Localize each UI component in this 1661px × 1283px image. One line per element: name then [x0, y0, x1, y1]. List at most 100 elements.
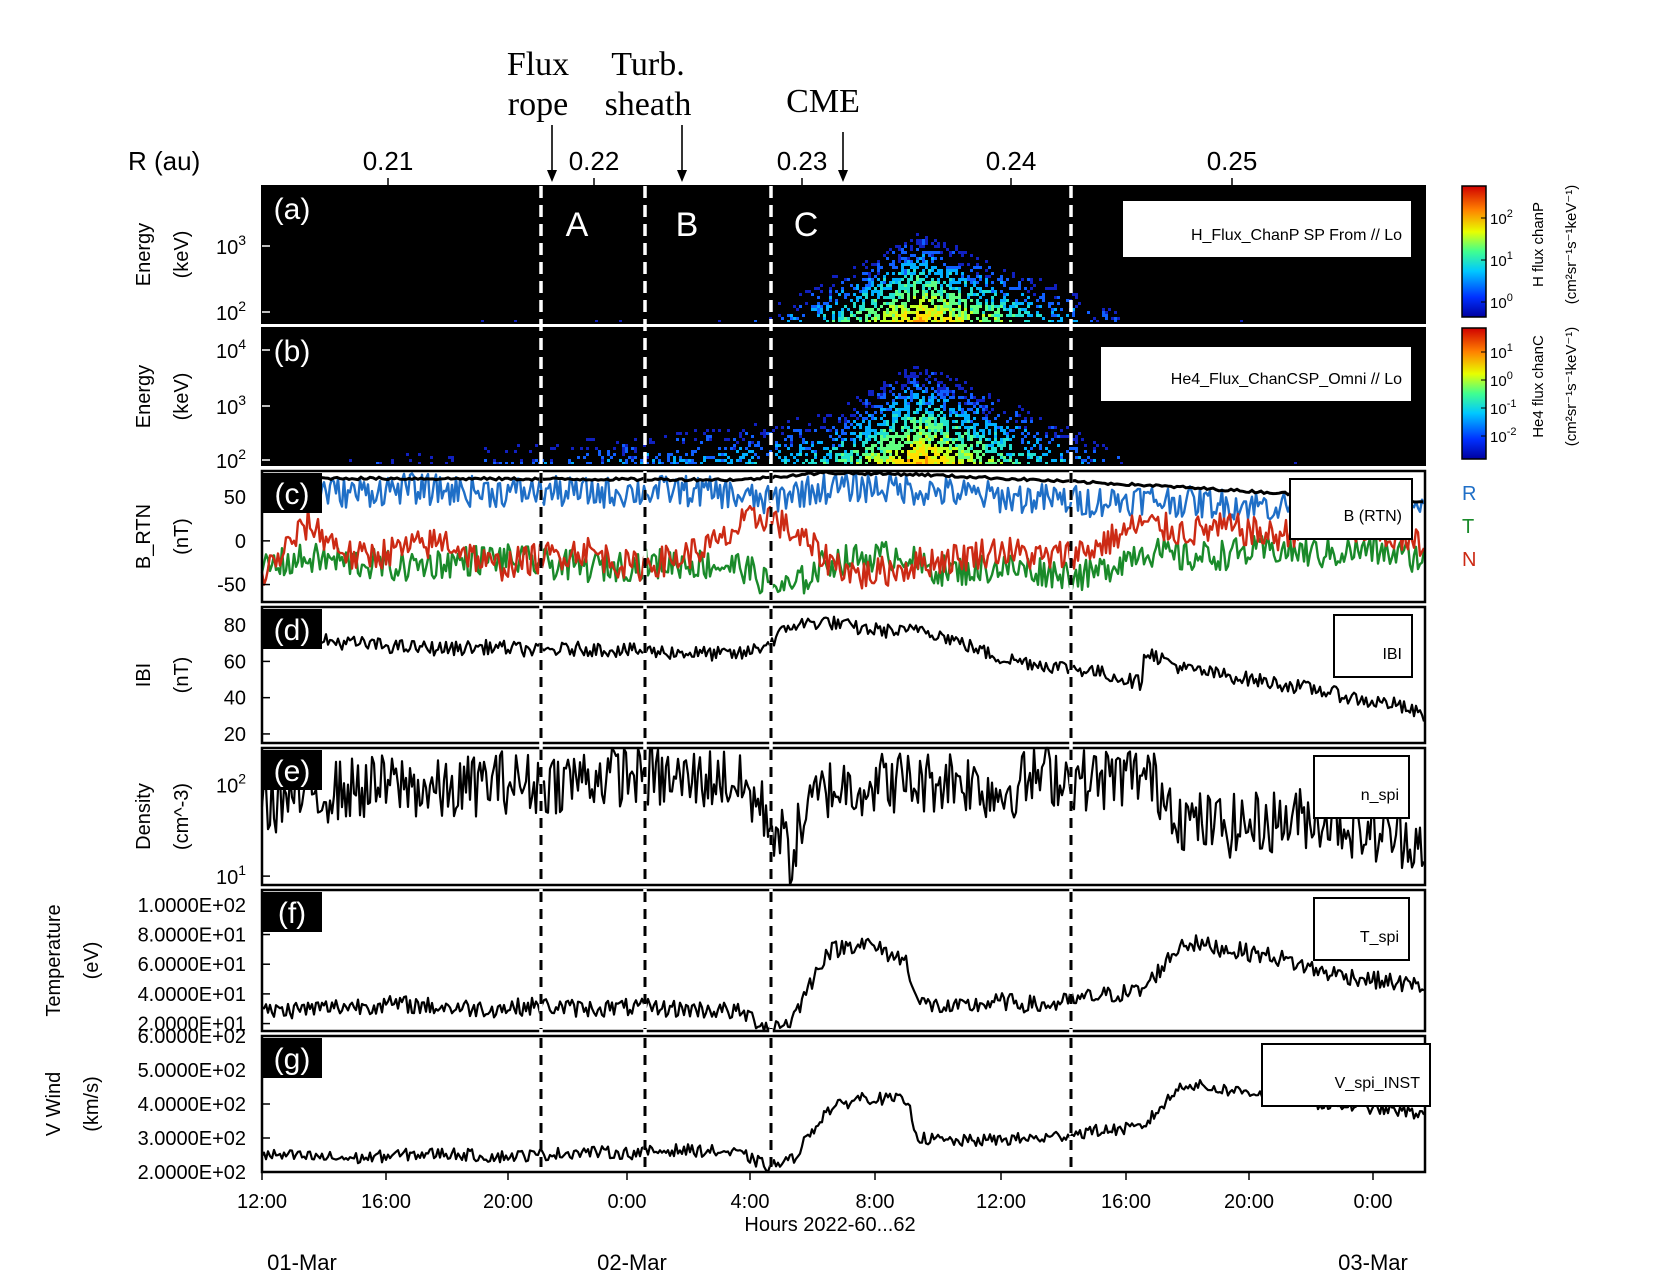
spectrogram-cell — [919, 405, 922, 408]
spectrogram-cell — [955, 444, 958, 447]
panel-tag-bg — [262, 188, 322, 228]
spectrogram-cell — [883, 320, 886, 323]
spectrogram-cell — [529, 450, 532, 453]
spectrogram-cell — [895, 290, 898, 293]
spectrogram-cell — [982, 314, 985, 317]
spectrogram-cell — [979, 429, 982, 432]
spectrogram-cell — [862, 272, 865, 275]
spectrogram-cell — [937, 251, 940, 254]
spectrogram-cell — [1075, 441, 1078, 444]
legend-text: T_spi — [1360, 929, 1399, 946]
spectrogram-cell — [931, 426, 934, 429]
spectrogram-cell — [928, 402, 931, 405]
spectrogram-cell — [1006, 432, 1009, 435]
spectrogram-cell — [928, 317, 931, 320]
spectrogram-cell — [904, 405, 907, 408]
spectrogram-cell — [709, 435, 712, 438]
spectrogram-cell — [1039, 447, 1042, 450]
spectrogram-cell — [799, 453, 802, 456]
spectrogram-cell — [970, 305, 973, 308]
spectrogram-cell — [1030, 447, 1033, 450]
spectrogram-cell — [1000, 320, 1003, 323]
spectrogram-cell — [925, 423, 928, 426]
spectrogram-cell — [892, 441, 895, 444]
spectrogram-cell — [925, 236, 928, 239]
spectrogram-cell — [532, 459, 535, 462]
spectrogram-cell — [1024, 435, 1027, 438]
x-axis-label: Hours 2022-60...62 — [744, 1214, 915, 1236]
spectrogram-cell — [976, 317, 979, 320]
spectrogram-cell — [865, 260, 868, 263]
spectrogram-cell — [784, 462, 787, 465]
spectrogram-cell — [880, 387, 883, 390]
spectrogram-cell — [991, 314, 994, 317]
spectrogram-cell — [988, 314, 991, 317]
spectrogram-cell — [916, 257, 919, 260]
legend-text: V_spi_INST — [1335, 1075, 1421, 1092]
spectrogram-cell — [892, 417, 895, 420]
spectrogram-cell — [829, 287, 832, 290]
spectrogram-cell — [856, 317, 859, 320]
spectrogram-cell — [994, 432, 997, 435]
spectrogram-cells — [481, 233, 1243, 323]
series-line-magnitude — [261, 470, 1424, 504]
spectrogram-cell — [808, 462, 811, 465]
spectrogram-cell — [964, 305, 967, 308]
spectrogram-cell — [835, 290, 838, 293]
spectrogram-cell — [970, 278, 973, 281]
spectrogram-cell — [943, 405, 946, 408]
spectrogram-cell — [682, 459, 685, 462]
spectrogram-cell — [979, 435, 982, 438]
spectrogram-cell — [946, 375, 949, 378]
spectrogram-cell — [1045, 447, 1048, 450]
spectrogram-cell — [877, 423, 880, 426]
spectrogram-cell — [1006, 314, 1009, 317]
spectrogram-cell — [775, 441, 778, 444]
spectrogram-cell — [874, 459, 877, 462]
spectrogram-cell — [958, 426, 961, 429]
spectrogram-cell — [880, 290, 883, 293]
spectrogram-cell — [820, 305, 823, 308]
spectrogram-cell — [901, 426, 904, 429]
spectrogram-cell — [961, 387, 964, 390]
spectrogram-cell — [520, 459, 523, 462]
spectrogram-cell — [877, 296, 880, 299]
spectrogram-cell — [865, 456, 868, 459]
spectrogram-cell — [643, 444, 646, 447]
spectrogram-cell — [877, 396, 880, 399]
spectrogram-cell — [910, 399, 913, 402]
spectrogram-cell — [1018, 314, 1021, 317]
spectrogram-cell — [964, 281, 967, 284]
spectrogram-cell — [994, 447, 997, 450]
spectrogram-cell — [901, 308, 904, 311]
spectrogram-cell — [601, 462, 604, 465]
spectrogram-cell — [1012, 435, 1015, 438]
spectrogram-cell — [628, 456, 631, 459]
spectrogram-cell — [904, 317, 907, 320]
spectrogram-cell — [808, 429, 811, 432]
spectrogram-cell — [982, 453, 985, 456]
spectrogram-cell — [958, 266, 961, 269]
spectrogram-cell — [946, 429, 949, 432]
spectrogram-cell — [925, 447, 928, 450]
spectrogram-cell — [763, 429, 766, 432]
spectrogram-cell — [850, 438, 853, 441]
spectrogram-cell — [898, 435, 901, 438]
spectrogram-cell — [730, 462, 733, 465]
spectrogram-cell — [1033, 284, 1036, 287]
spectrogram-cell — [985, 281, 988, 284]
spectrogram-cell — [895, 417, 898, 420]
spectrogram-cell — [760, 432, 763, 435]
spectrogram-cell — [877, 393, 880, 396]
spectrogram-cell — [934, 462, 937, 465]
spectrogram-cell — [922, 399, 925, 402]
spectrogram-cell — [754, 453, 757, 456]
spectrogram-cell — [1057, 435, 1060, 438]
legend-text: IBI — [1382, 646, 1402, 663]
spectrogram-cell — [817, 308, 820, 311]
spectrogram-cell — [1051, 320, 1054, 323]
spectrogram-cell — [1105, 317, 1108, 320]
spectrogram-cell — [829, 450, 832, 453]
spectrogram-cell — [616, 441, 619, 444]
legend-box — [1313, 897, 1410, 961]
